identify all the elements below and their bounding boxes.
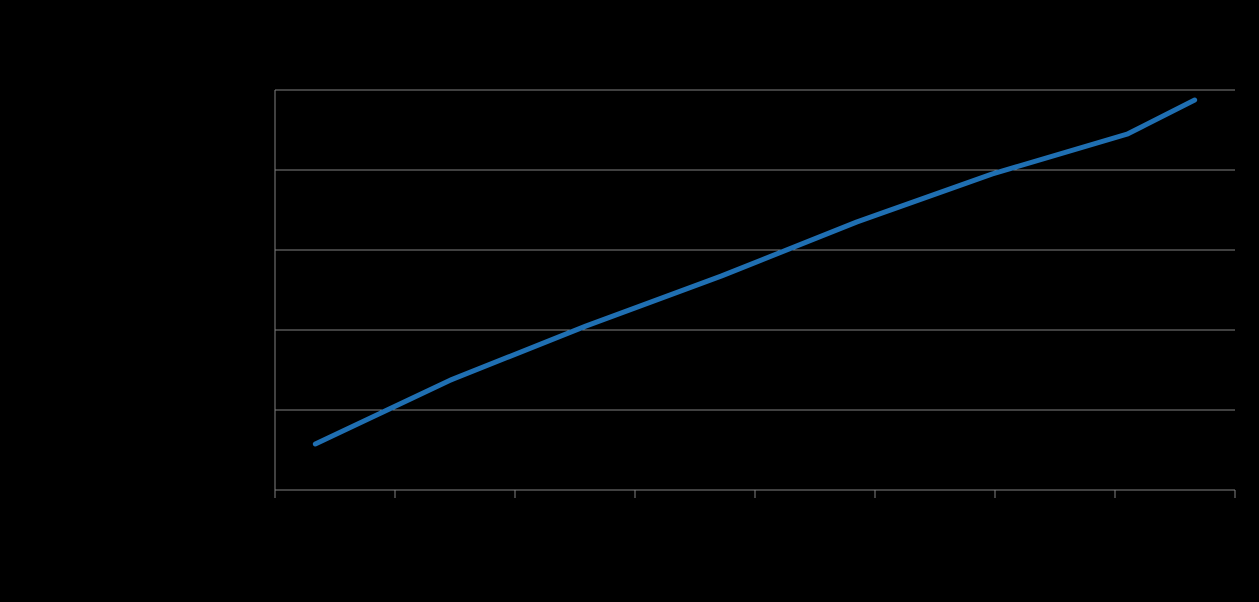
line-chart [0,0,1259,602]
chart-svg [0,0,1259,602]
